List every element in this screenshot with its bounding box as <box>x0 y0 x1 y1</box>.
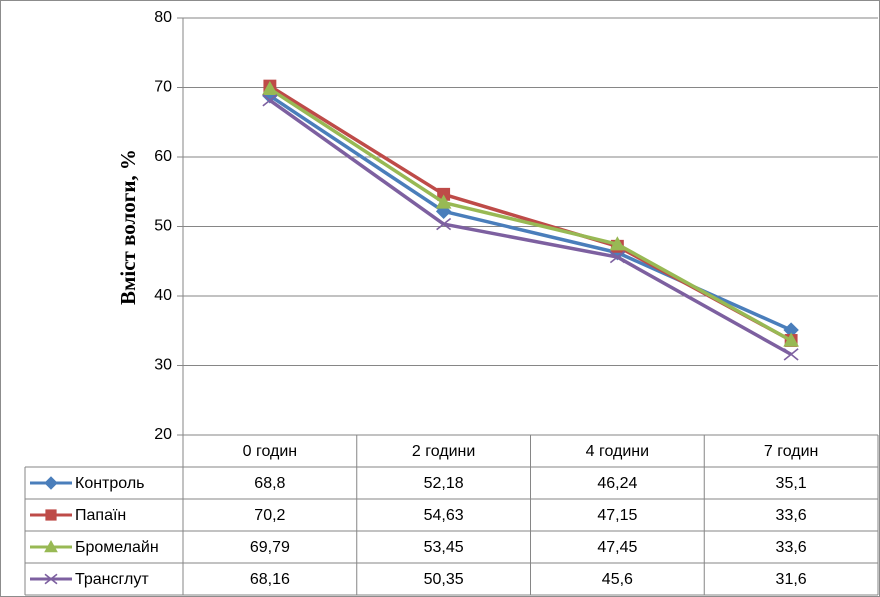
gridlines <box>183 17 878 436</box>
x-category-label: 4 години <box>586 443 649 460</box>
y-tick-label-30: 30 <box>154 357 172 374</box>
data-point-marker-stroke <box>436 217 452 231</box>
table-cell-value: 47,15 <box>597 507 637 524</box>
table-cell-value: 31,6 <box>776 571 807 588</box>
x-category-label: 2 години <box>412 443 475 460</box>
legend-key-marker <box>44 573 58 585</box>
data-point-marker <box>783 332 799 347</box>
data-point-marker-stroke <box>262 94 278 107</box>
table-cell-value: 68,16 <box>250 571 290 588</box>
data-point-marker <box>609 236 626 251</box>
y-axis-label: Вміст вологи, % <box>116 149 140 305</box>
series-line-3 <box>268 98 792 356</box>
series-line-0 <box>268 94 792 332</box>
series-lines <box>262 79 799 361</box>
legend-series-name: Контроль <box>75 475 145 492</box>
data-point-marker <box>783 348 799 361</box>
x-category-label: 7 годин <box>764 443 818 460</box>
table-cell-value: 68,8 <box>254 475 285 492</box>
legend-key-marker-stroke <box>44 573 58 585</box>
legend-series-name: Бромелайн <box>75 539 159 556</box>
x-category-label: 0 годин <box>243 443 297 460</box>
data-point-marker <box>262 80 278 96</box>
y-tick-label-70: 70 <box>154 79 172 96</box>
y-tick-label-20: 20 <box>154 426 172 443</box>
table-cell-value: 33,6 <box>776 507 807 524</box>
table-cell-value: 47,45 <box>597 539 637 556</box>
table-cell-value: 46,24 <box>597 475 637 492</box>
data-table: 0 годин 2 години 4 години 7 годин Контроль 68… <box>24 434 879 596</box>
data-point-marker <box>435 194 452 209</box>
table-cell-value: 52,18 <box>424 475 464 492</box>
legend-series-name: Трансглут <box>75 571 149 588</box>
series-line-2 <box>268 87 792 343</box>
table-cell-value: 33,6 <box>776 539 807 556</box>
legend-key-marker <box>45 509 57 521</box>
legend-series-name: Папаїн <box>75 507 126 524</box>
table-cell-value: 69,79 <box>250 539 290 556</box>
data-point-marker-stroke <box>609 250 625 264</box>
table-cell-value: 35,1 <box>776 475 807 492</box>
y-axis: 20 30 40 50 60 70 80 <box>154 9 184 443</box>
data-point-marker <box>262 94 278 107</box>
table-cell-value: 70,2 <box>254 507 285 524</box>
series-line-1 <box>268 84 792 343</box>
table-cell-value: 54,63 <box>424 507 464 524</box>
y-tick-label-80: 80 <box>154 9 172 26</box>
table-cell-value: 53,45 <box>424 539 464 556</box>
y-tick-label-60: 60 <box>154 148 172 165</box>
y-tick-label-40: 40 <box>154 287 172 304</box>
data-point-marker <box>609 250 625 264</box>
y-tick-label-50: 50 <box>154 218 172 235</box>
table-cell-value: 45,6 <box>602 571 633 588</box>
legend-key-marker <box>44 476 58 490</box>
data-point-marker-stroke <box>783 348 799 361</box>
table-cell-value: 50,35 <box>424 571 464 588</box>
data-point-marker <box>436 217 452 231</box>
legend-key-marker <box>44 539 58 553</box>
